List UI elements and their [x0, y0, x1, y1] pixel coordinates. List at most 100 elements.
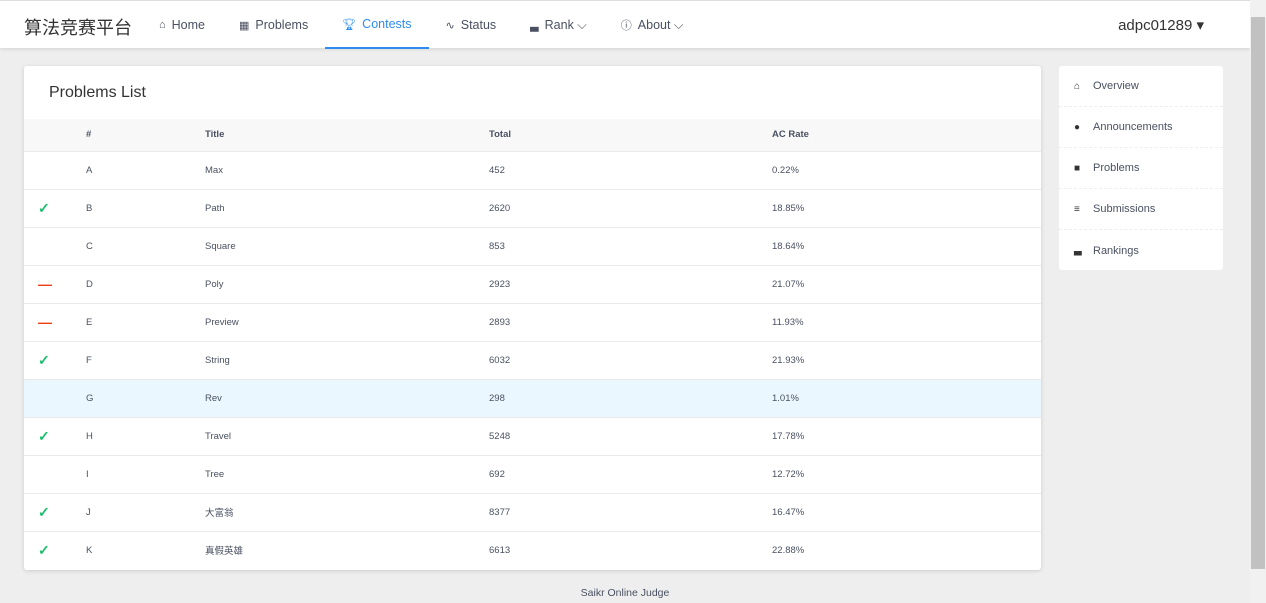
cell[interactable]: Path: [205, 188, 489, 227]
problems-card: Problems List # Title Total AC Rate A Max 452…: [24, 66, 1041, 570]
cell: 853: [489, 226, 772, 265]
cell: 16.47%: [772, 492, 1041, 531]
table-row[interactable]: ✓ F String 6032 21.93%: [24, 340, 1041, 379]
announcements-icon: ●: [1074, 121, 1081, 133]
table-row[interactable]: A Max 452 0.22%: [24, 150, 1041, 189]
nav-home[interactable]: ⌂ Home: [142, 1, 222, 49]
sidebar-item-overview[interactable]: ⌂ Overview: [1059, 66, 1223, 107]
table-row[interactable]: ✓ B Path 2620 18.85%: [24, 188, 1041, 227]
table-row[interactable]: G Rev 298 1.01%: [24, 378, 1041, 417]
cell: 18.64%: [772, 226, 1041, 265]
cell[interactable]: Poly: [205, 264, 489, 303]
minus-icon: —: [38, 276, 52, 292]
status-cell: ✓: [24, 530, 86, 569]
page-title: Problems List: [49, 84, 146, 101]
cell[interactable]: Preview: [205, 302, 489, 341]
table-row[interactable]: ✓ H Travel 5248 17.78%: [24, 416, 1041, 455]
sidebar-item-label: Submissions: [1093, 203, 1156, 215]
nav-rank[interactable]: ▃ Rank ⌵: [513, 1, 604, 49]
cell[interactable]: Rev: [205, 378, 489, 417]
cell: F: [86, 340, 205, 379]
scrollbar-thumb[interactable]: [1251, 17, 1265, 569]
cell: 2893: [489, 302, 772, 341]
column-header: AC Rate: [772, 119, 1041, 151]
user-dropdown[interactable]: adpc01289 ▾: [1118, 17, 1204, 34]
rank-icon: ▃: [530, 19, 539, 32]
cell: C: [86, 226, 205, 265]
status-cell: [24, 378, 86, 417]
about-icon: ⓘ: [620, 20, 632, 32]
status-cell: ✓: [24, 340, 86, 379]
sidebar-item-announcements[interactable]: ● Announcements: [1059, 107, 1223, 148]
problems-icon: ▦: [239, 19, 250, 32]
sidebar-item-label: Rankings: [1093, 244, 1139, 257]
nav-status[interactable]: ∿ Status: [429, 1, 514, 49]
cell: D: [86, 264, 205, 303]
status-cell: ✓: [24, 188, 86, 227]
table-row[interactable]: I Tree 692 12.72%: [24, 454, 1041, 493]
column-header: Title: [205, 119, 489, 151]
nav-label: Home: [171, 18, 205, 32]
cell[interactable]: Travel: [205, 416, 489, 455]
table-row[interactable]: ✓ K 真假英雄 6613 22.88%: [24, 530, 1041, 569]
cell: 21.93%: [772, 340, 1041, 379]
problems-icon: ■: [1074, 162, 1081, 174]
cell[interactable]: Tree: [205, 454, 489, 493]
cell: 21.07%: [772, 264, 1041, 303]
nav-about[interactable]: ⓘ About ⌵: [604, 1, 701, 49]
logo[interactable]: 算法竞赛平台: [24, 18, 132, 38]
cell: 6613: [489, 530, 772, 569]
status-cell: —: [24, 302, 86, 341]
cell: E: [86, 302, 205, 341]
cell[interactable]: Max: [205, 150, 489, 189]
check-icon: ✓: [38, 351, 50, 368]
table-header: # Title Total AC Rate: [24, 119, 1041, 151]
nav-menu: ⌂ Home ▦ Problems 🏆︎ Contests ∿ Status ▃ Rank ⌵ ⓘ A…: [142, 1, 700, 49]
sidebar-item-submissions[interactable]: ≡ Submissions: [1059, 189, 1223, 230]
cell[interactable]: 真假英雄: [205, 530, 489, 569]
nav-problems[interactable]: ▦ Problems: [222, 1, 325, 49]
cell: 5248: [489, 416, 772, 455]
cell: H: [86, 416, 205, 455]
cell: 298: [489, 378, 772, 417]
cell[interactable]: Square: [205, 226, 489, 265]
sidebar-item-label: Announcements: [1093, 121, 1173, 133]
status-cell: [24, 150, 86, 189]
cell: J: [86, 492, 205, 531]
home-icon: ⌂: [159, 19, 166, 31]
footer: Saikr Online Judge: [580, 587, 670, 599]
table-row[interactable]: — E Preview 2893 11.93%: [24, 302, 1041, 341]
nav-label: Problems: [255, 18, 309, 32]
table-row[interactable]: — D Poly 2923 21.07%: [24, 264, 1041, 303]
cell: 452: [489, 150, 772, 189]
check-icon: ✓: [38, 541, 50, 558]
cell[interactable]: 大富翁: [205, 492, 489, 531]
cell: B: [86, 188, 205, 227]
contests-icon: 🏆︎: [342, 18, 357, 31]
sidebar-item-rankings[interactable]: ▃ Rankings: [1059, 230, 1223, 271]
cell: 2923: [489, 264, 772, 303]
cell: 11.93%: [772, 302, 1041, 341]
nav-contests[interactable]: 🏆︎ Contests: [325, 1, 429, 49]
cell: 12.72%: [772, 454, 1041, 493]
cell: 0.22%: [772, 150, 1041, 189]
table-row[interactable]: C Square 853 18.64%: [24, 226, 1041, 265]
status-icon: ∿: [445, 19, 455, 32]
column-header: [24, 119, 86, 151]
status-cell: [24, 226, 86, 265]
cell: 22.88%: [772, 530, 1041, 569]
check-icon: ✓: [38, 503, 50, 520]
nav-label: Contests: [362, 17, 412, 31]
scrollbar[interactable]: [1250, 0, 1266, 603]
nav-label: Status: [460, 18, 497, 32]
cell: 8377: [489, 492, 772, 531]
contest-sidebar: ⌂ Overview ● Announcements ■ Problems ≡ Submiss…: [1059, 66, 1223, 270]
cell[interactable]: String: [205, 340, 489, 379]
status-cell: ✓: [24, 416, 86, 455]
cell: K: [86, 530, 205, 569]
cell: 6032: [489, 340, 772, 379]
sidebar-item-problems[interactable]: ■ Problems: [1059, 148, 1223, 189]
table-row[interactable]: ✓ J 大富翁 8377 16.47%: [24, 492, 1041, 531]
sidebar-item-label: Overview: [1093, 80, 1139, 92]
cell: 18.85%: [772, 188, 1041, 227]
